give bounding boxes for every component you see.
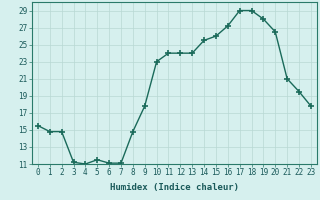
X-axis label: Humidex (Indice chaleur): Humidex (Indice chaleur) xyxy=(110,183,239,192)
